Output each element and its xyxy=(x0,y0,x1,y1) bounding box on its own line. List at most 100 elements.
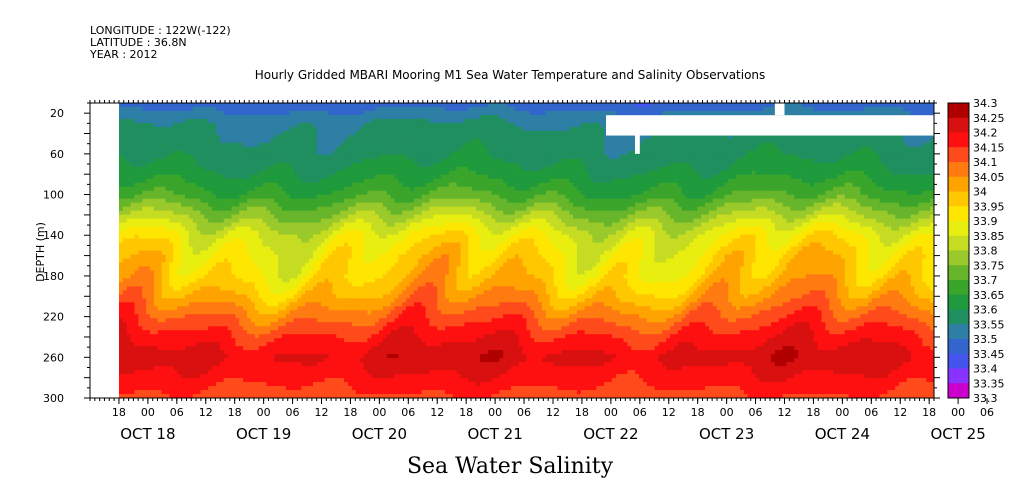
salinity-cell xyxy=(118,182,124,188)
salinity-cell xyxy=(856,142,861,148)
salinity-cell xyxy=(285,110,291,116)
salinity-cell xyxy=(406,190,411,196)
salinity-cell xyxy=(444,138,450,144)
salinity-cell xyxy=(580,106,586,112)
salinity-cell xyxy=(922,170,927,176)
salinity-cell xyxy=(596,114,601,120)
salinity-cell xyxy=(204,190,209,196)
salinity-cell xyxy=(891,142,896,148)
salinity-cell xyxy=(767,186,772,192)
salinity-cell xyxy=(472,154,477,160)
salinity-cell xyxy=(503,118,508,124)
salinity-cell xyxy=(444,130,450,136)
salinity-cell xyxy=(239,122,244,128)
salinity-cell xyxy=(367,174,372,180)
salinity-cell xyxy=(701,182,706,188)
salinity-cell xyxy=(576,130,582,136)
salinity-cell xyxy=(398,154,403,160)
salinity-cell xyxy=(592,110,597,116)
salinity-cell xyxy=(708,166,714,172)
salinity-cell xyxy=(421,174,427,180)
salinity-cell xyxy=(650,166,656,172)
salinity-cell xyxy=(654,134,660,140)
salinity-cell xyxy=(495,146,500,152)
salinity-cell xyxy=(122,110,128,116)
salinity-cell xyxy=(313,142,318,148)
salinity-cell xyxy=(243,194,248,200)
salinity-cell xyxy=(736,138,741,144)
salinity-cell xyxy=(367,106,372,112)
salinity-cell xyxy=(926,178,931,184)
salinity-cell xyxy=(472,170,477,176)
salinity-cell xyxy=(491,190,497,196)
salinity-cell xyxy=(689,138,694,144)
salinity-cell xyxy=(378,194,384,200)
salinity-cell xyxy=(615,194,621,200)
salinity-cell xyxy=(736,142,741,148)
salinity-cell xyxy=(371,110,376,116)
salinity-cell xyxy=(887,154,892,160)
salinity-cell xyxy=(208,106,213,112)
salinity-cell xyxy=(410,162,415,168)
salinity-cell xyxy=(918,190,923,196)
salinity-cell xyxy=(910,162,916,168)
salinity-cell xyxy=(526,162,531,168)
salinity-cell xyxy=(930,190,934,196)
salinity-cell xyxy=(879,162,885,168)
salinity-cell xyxy=(844,110,850,116)
salinity-cell xyxy=(534,158,539,164)
salinity-cell xyxy=(254,130,260,136)
salinity-cell xyxy=(868,158,873,164)
salinity-cell xyxy=(829,170,834,176)
salinity-cell xyxy=(712,110,718,116)
salinity-cell xyxy=(212,154,217,160)
salinity-cell xyxy=(390,150,396,156)
salinity-cell xyxy=(235,166,240,172)
salinity-cell xyxy=(153,110,159,116)
salinity-cell xyxy=(902,186,908,192)
salinity-cell xyxy=(728,186,733,192)
salinity-cell xyxy=(708,142,714,148)
salinity-cell xyxy=(747,142,753,148)
salinity-cell xyxy=(468,114,473,120)
salinity-cell xyxy=(398,194,403,200)
salinity-cell xyxy=(790,146,795,152)
salinity-cell xyxy=(281,118,287,124)
salinity-cell xyxy=(378,150,384,156)
salinity-cell xyxy=(545,134,551,140)
salinity-cell xyxy=(472,194,477,200)
salinity-cell xyxy=(654,174,660,180)
salinity-cell xyxy=(188,170,194,176)
salinity-cell xyxy=(138,174,143,180)
salinity-cell xyxy=(522,114,528,120)
salinity-cell xyxy=(344,106,349,112)
salinity-cell xyxy=(219,154,225,160)
salinity-cell xyxy=(840,142,846,148)
salinity-cell xyxy=(367,154,372,160)
salinity-cell xyxy=(192,178,198,184)
salinity-cell xyxy=(212,166,217,172)
salinity-cell xyxy=(607,146,613,152)
salinity-cell xyxy=(507,170,512,176)
salinity-cell xyxy=(902,182,908,188)
salinity-cell xyxy=(588,134,594,140)
salinity-cell xyxy=(425,130,431,136)
salinity-cell xyxy=(285,190,291,196)
salinity-cell xyxy=(181,174,186,180)
salinity-cell xyxy=(146,154,151,160)
salinity-cell xyxy=(576,178,582,184)
salinity-cell xyxy=(580,138,586,144)
salinity-cell xyxy=(468,110,473,116)
salinity-cell xyxy=(844,154,850,160)
salinity-cell xyxy=(130,103,136,108)
salinity-cell xyxy=(413,142,419,148)
salinity-cell xyxy=(751,103,757,108)
salinity-cell xyxy=(196,118,202,124)
salinity-cell xyxy=(250,126,256,132)
salinity-cell xyxy=(561,170,566,176)
salinity-cell xyxy=(705,150,710,156)
salinity-cell xyxy=(126,170,132,176)
salinity-cell xyxy=(732,134,737,140)
salinity-cell xyxy=(444,146,450,152)
salinity-cell xyxy=(545,106,551,112)
